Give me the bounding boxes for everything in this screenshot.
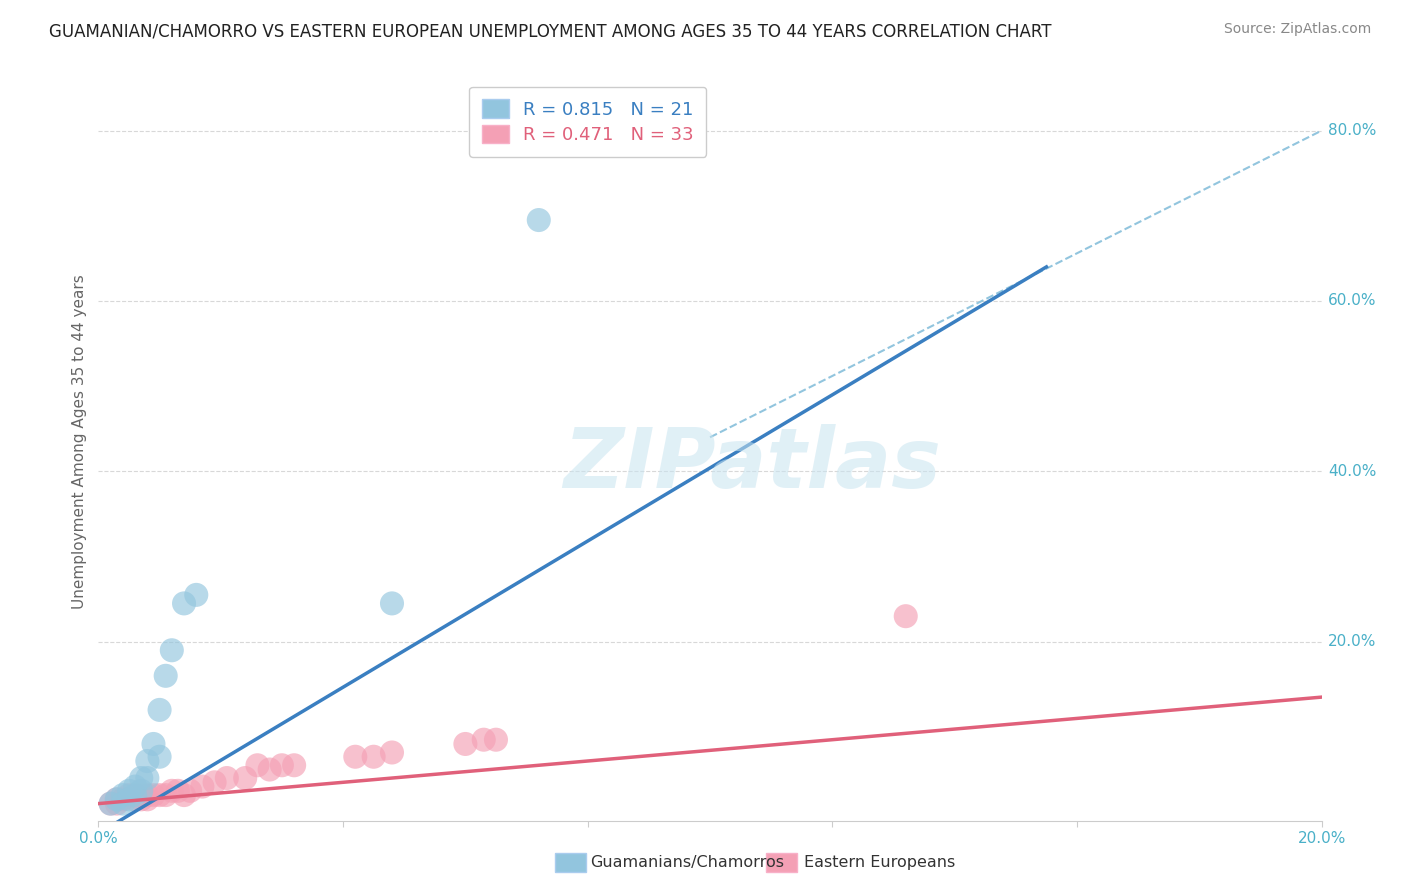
Point (283, 758, 305, 772)
Point (124, 788, 146, 802)
Legend: R = 0.815   N = 21, R = 0.471   N = 33: R = 0.815 N = 21, R = 0.471 N = 33 (470, 87, 706, 157)
Point (344, 749, 367, 764)
Point (136, 788, 159, 802)
Point (179, 784, 201, 798)
Point (233, 771, 256, 785)
Point (155, 788, 177, 802)
Point (105, 792, 128, 806)
Point (124, 792, 146, 806)
Point (124, 780, 146, 794)
Text: Source: ZipAtlas.com: Source: ZipAtlas.com (1223, 22, 1371, 37)
Point (454, 737, 477, 751)
Point (246, 758, 269, 772)
Point (100, 797, 122, 811)
Point (111, 797, 134, 811)
Point (136, 754, 159, 768)
Point (136, 792, 159, 806)
Point (173, 788, 195, 802)
Point (111, 788, 134, 802)
Point (173, 596, 195, 610)
Point (129, 792, 152, 806)
Point (118, 788, 141, 802)
Text: 40.0%: 40.0% (1327, 464, 1376, 479)
Point (129, 771, 152, 785)
Point (381, 746, 404, 760)
Y-axis label: Unemployment Among Ages 35 to 44 years: Unemployment Among Ages 35 to 44 years (72, 274, 87, 609)
Text: Eastern Europeans: Eastern Europeans (804, 855, 956, 870)
Point (149, 703, 172, 717)
Point (118, 792, 141, 806)
Point (186, 588, 208, 602)
Point (472, 732, 495, 747)
Point (160, 643, 183, 657)
Text: 60.0%: 60.0% (1327, 293, 1376, 309)
Point (105, 792, 128, 806)
Text: GUAMANIAN/CHAMORRO VS EASTERN EUROPEAN UNEMPLOYMENT AMONG AGES 35 TO 44 YEARS CO: GUAMANIAN/CHAMORRO VS EASTERN EUROPEAN U… (49, 22, 1052, 40)
Point (105, 797, 128, 811)
Point (363, 749, 385, 764)
Point (118, 784, 141, 798)
Point (149, 749, 172, 764)
Point (191, 780, 214, 794)
Text: Guamanians/Chamorros: Guamanians/Chamorros (591, 855, 785, 870)
Text: ZIPatlas: ZIPatlas (564, 424, 941, 505)
Point (167, 784, 190, 798)
Point (259, 763, 281, 777)
Point (485, 732, 508, 747)
Point (136, 771, 159, 785)
Point (381, 596, 404, 610)
Point (204, 775, 226, 789)
Text: 80.0%: 80.0% (1327, 123, 1376, 138)
Point (149, 788, 172, 802)
Point (142, 788, 165, 802)
Point (215, 771, 238, 785)
Point (894, 609, 917, 624)
Point (527, 213, 550, 227)
Point (155, 669, 177, 683)
Point (100, 797, 122, 811)
Point (270, 758, 292, 772)
Point (124, 788, 146, 802)
Point (111, 792, 134, 806)
Text: 20.0%: 20.0% (1327, 634, 1376, 649)
Point (160, 784, 183, 798)
Point (129, 788, 152, 802)
Point (129, 784, 152, 798)
Point (142, 737, 165, 751)
